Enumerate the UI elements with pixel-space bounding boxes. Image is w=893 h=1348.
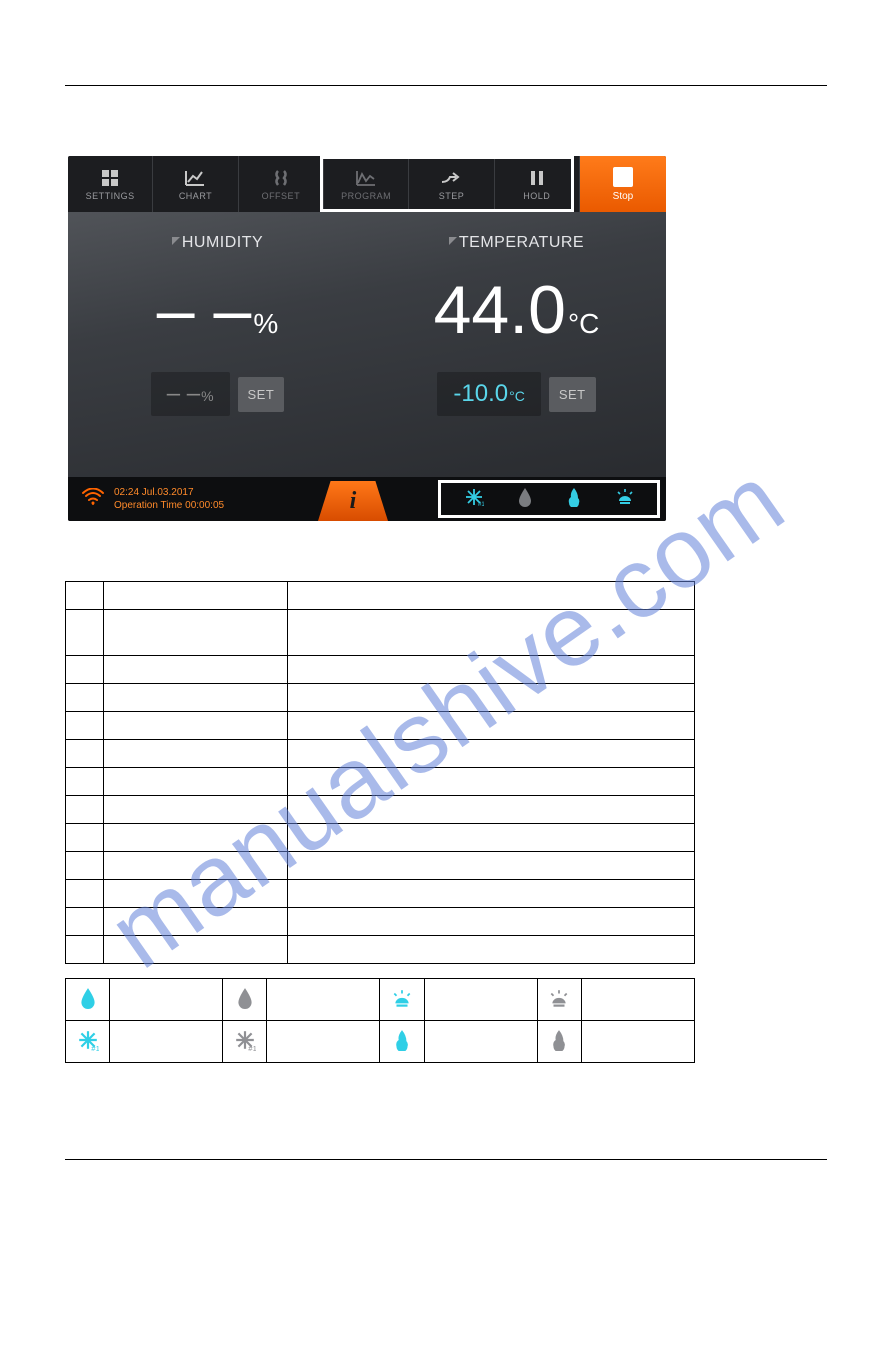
top-toolbar: SETTINGS CHART OFFSET PROGRAM <box>68 156 666 212</box>
offset-icon <box>272 167 290 189</box>
humidity-setpoint[interactable]: – –% <box>151 372 230 416</box>
settings-button[interactable]: SETTINGS <box>68 156 153 212</box>
legend-snow-off-icon: #1 <box>232 1027 258 1053</box>
program-label: PROGRAM <box>341 191 391 201</box>
pause-icon <box>530 167 544 189</box>
drop-icon <box>517 487 533 512</box>
status-bar: 02:24 Jul.03.2017 Operation Time 00:00:0… <box>68 477 666 521</box>
rule-top <box>65 85 827 86</box>
stop-label: Stop <box>613 191 634 202</box>
rule-bottom <box>65 1159 827 1160</box>
description-table <box>65 581 695 964</box>
svg-text:#1: #1 <box>91 1044 99 1051</box>
status-icons-box: #1 <box>438 480 660 518</box>
humidity-title: HUMIDITY <box>172 234 263 252</box>
grid-icon <box>101 167 119 189</box>
hold-button[interactable]: HOLD <box>495 156 580 212</box>
hold-label: HOLD <box>523 191 550 201</box>
device-screen: SETTINGS CHART OFFSET PROGRAM <box>68 156 666 521</box>
offset-label: OFFSET <box>262 191 301 201</box>
humidity-set-button[interactable]: SET <box>238 377 285 412</box>
lamp-icon <box>615 488 635 511</box>
chart-icon <box>185 167 205 189</box>
humidity-value: – –% <box>157 276 278 344</box>
program-icon <box>356 167 376 189</box>
step-icon <box>440 167 462 189</box>
snowflake-icon: #1 <box>464 487 484 512</box>
info-tab[interactable]: i <box>318 481 388 521</box>
legend-lamp-on-icon <box>389 986 415 1012</box>
page-frame: SETTINGS CHART OFFSET PROGRAM <box>65 85 827 1180</box>
legend-flame-off-icon <box>546 1027 572 1053</box>
legend-drop-on-icon <box>75 985 101 1011</box>
info-icon: i <box>350 488 357 515</box>
temperature-value: 44.0°C <box>434 276 600 344</box>
svg-text:#1: #1 <box>478 502 484 507</box>
legend-flame-on-icon <box>389 1027 415 1053</box>
temperature-set-button[interactable]: SET <box>549 377 596 412</box>
step-button[interactable]: STEP <box>409 156 494 212</box>
offset-button[interactable]: OFFSET <box>239 156 324 212</box>
wifi-icon <box>82 488 104 511</box>
chart-button[interactable]: CHART <box>153 156 238 212</box>
temperature-title: TEMPERATURE <box>449 234 584 252</box>
step-label: STEP <box>439 191 465 201</box>
temperature-panel: TEMPERATURE 44.0°C -10.0°C SET <box>367 212 666 477</box>
stop-button[interactable]: Stop <box>580 156 666 212</box>
legend-snow-on-icon: #1 <box>75 1027 101 1053</box>
flame-icon <box>566 487 582 512</box>
program-button[interactable]: PROGRAM <box>324 156 409 212</box>
legend-lamp-off-icon <box>546 986 572 1012</box>
icon-legend-table: #1 #1 <box>65 978 695 1063</box>
datetime-line: 02:24 Jul.03.2017 <box>114 486 224 499</box>
datetime-block: 02:24 Jul.03.2017 Operation Time 00:00:0… <box>114 486 224 512</box>
stop-icon <box>613 167 633 187</box>
settings-label: SETTINGS <box>86 191 135 201</box>
temperature-setpoint[interactable]: -10.0°C <box>437 372 540 416</box>
optime-line: Operation Time 00:00:05 <box>114 499 224 512</box>
chart-label: CHART <box>179 191 212 201</box>
humidity-panel: HUMIDITY – –% – –% SET <box>68 212 367 477</box>
svg-text:#1: #1 <box>248 1044 256 1051</box>
legend-drop-off-icon <box>232 985 258 1011</box>
readout-area: HUMIDITY – –% – –% SET TEMPERATURE 44.0°… <box>68 212 666 477</box>
